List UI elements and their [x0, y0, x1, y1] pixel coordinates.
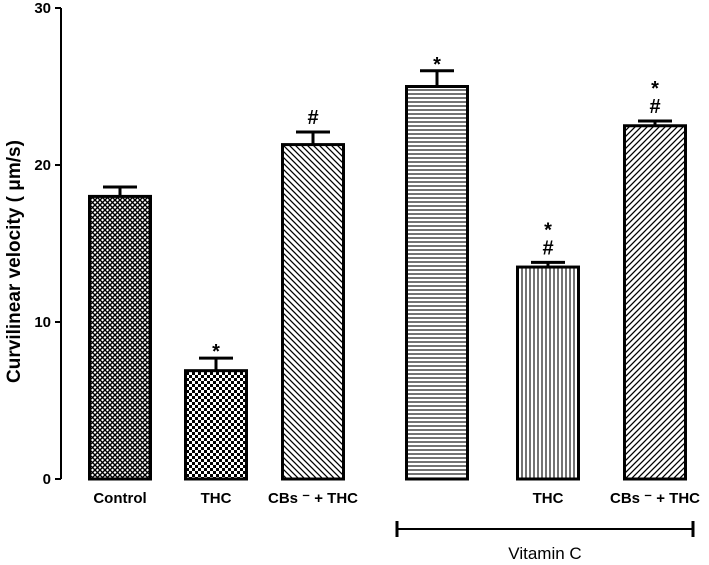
y-tick-label: 0	[43, 471, 51, 488]
y-axis-label: Curvilinear velocity ( μm/s)	[4, 140, 25, 383]
bar	[184, 369, 248, 481]
x-tick-label: CBs ⁻ + THC	[610, 490, 700, 507]
x-tick-label: Control	[93, 490, 146, 507]
bar	[405, 85, 469, 481]
significance-hash: #	[307, 107, 318, 129]
significance-asterisk: *	[544, 219, 552, 241]
bar	[623, 124, 687, 481]
group-label: Vitamin C	[508, 544, 581, 563]
bar	[516, 265, 580, 481]
y-tick-label: 30	[34, 0, 51, 17]
bar	[281, 143, 345, 481]
significance-asterisk: *	[433, 54, 441, 76]
significance-asterisk: *	[651, 78, 659, 100]
significance-asterisk: *	[212, 341, 220, 363]
x-tick-label: THC	[533, 490, 564, 507]
x-tick-label: THC	[201, 490, 232, 507]
significance-hash: #	[649, 96, 660, 118]
significance-hash: #	[542, 237, 553, 259]
x-tick-label: CBs ⁻ + THC	[268, 490, 358, 507]
y-tick-label: 20	[34, 157, 51, 174]
bar	[88, 194, 152, 481]
plot-area: 0 10 20 30 Curvilinear velocity ( μm/s) Contr…	[4, 0, 700, 563]
y-tick-label: 10	[34, 314, 51, 331]
